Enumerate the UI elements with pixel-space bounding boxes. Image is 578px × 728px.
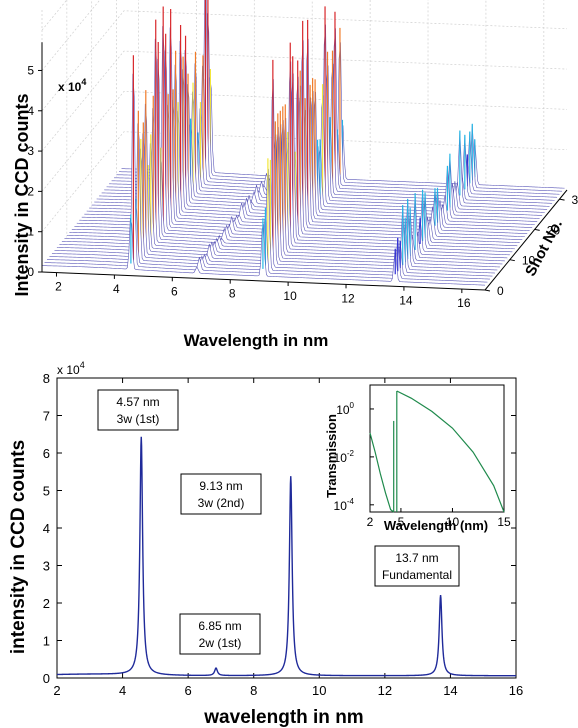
x-tick-label: 10 [283,289,297,303]
x-tick-label: 4 [119,683,126,698]
spectrum-x-label: wavelength in nm [203,707,363,728]
svg-text:Fundamental: Fundamental [382,568,452,582]
y-tick-label: 3 [43,559,50,574]
wall-grid-z [41,10,568,111]
x-tick-label: 2 [53,683,60,698]
y-tick [559,198,565,201]
y-tick-label: 0 [497,284,504,298]
wall-grid-z [41,0,101,71]
inset-y-label: Transmission [324,414,339,498]
wall-grid-z [41,131,568,232]
inset-x-tick-label: 10 [446,515,460,529]
inset-x-tick-label: 2 [367,515,374,529]
x-tick-label: 8 [250,683,257,698]
annotation-9-13: 9.13 nm 3w (2nd) [180,473,262,515]
waterfall-z-label: Intensity in CCD counts [12,93,32,296]
inset-y-tick-exp: -4 [347,497,355,506]
svg-text:2w (1st): 2w (1st) [199,636,242,650]
svg-text:6.85 nm: 6.85 nm [198,619,241,633]
y-axis-line [484,189,568,291]
inset-x-tick-label: 5 [398,515,405,529]
annotation-6-85: 6.85 nm 2w (1st) [179,613,261,655]
x-tick-label: 14 [399,294,413,308]
svg-text:13.7 nm: 13.7 nm [395,551,438,565]
y-tick-label: 1 [43,634,50,649]
svg-text:4.57 nm: 4.57 nm [116,395,159,409]
inset-y-tick-exp: 0 [350,401,355,410]
inset-y-tick-exp: -2 [347,449,355,458]
svg-text:3w (1st): 3w (1st) [117,412,160,426]
transmission-line [396,390,505,513]
z-tick-label: 0 [27,265,34,279]
svg-text:9.13 nm: 9.13 nm [199,479,242,493]
x-axis-line [41,271,486,291]
y-tick-label: 5 [43,484,50,499]
y-tick-label: 7 [43,409,50,424]
transmission-line [369,432,395,513]
x-tick-label: 2 [55,280,62,294]
x-tick-label: 10 [312,683,326,698]
z-multiplier: x 104 [58,77,86,94]
x-tick-label: 12 [341,291,355,305]
z-tick-label: 2 [27,184,34,198]
inset-x-tick-label: 15 [497,515,511,529]
wall-grid-z [41,91,568,192]
y-tick [534,228,540,231]
inset-frame [369,384,505,513]
z-tick-label: 5 [27,63,34,77]
y-tick-label: 2 [43,596,50,611]
y-tick-label: 6 [43,446,50,461]
spectrum-line [56,436,516,677]
wall-grid-z [41,50,568,152]
z-tick-label: 1 [27,225,34,239]
waterfall-x-label: Wavelength in nm [184,331,329,350]
spectrum-y-label: intensity in CCD counts [8,440,29,654]
x-tick-label: 6 [171,284,178,298]
waterfall-axes: 2468101214160102030012345 [27,42,578,310]
x-tick-label: 6 [185,683,192,698]
x-tick-label: 16 [457,296,471,310]
waterfall-chart: 2468101214160102030012345 x 104 Intensit… [12,0,578,350]
y-tick [484,289,491,292]
y-tick-label: 8 [43,371,50,386]
annotation-13-7: 13.7 nm Fundamental [374,545,460,587]
y-tick-label: 10 [522,254,536,268]
z-tick-label: 4 [27,104,34,118]
y-tick-label: 0 [43,671,50,686]
waterfall-traces [41,0,565,290]
z-tick-label: 3 [27,144,34,158]
y-tick-label: 30 [572,193,578,207]
y-tick-label: 20 [547,223,561,237]
svg-text:3w (2nd): 3w (2nd) [198,496,245,510]
x-tick-label: 8 [229,287,236,301]
annotation-4-57: 4.57 nm 3w (1st) [97,389,179,431]
y-tick-label: 4 [43,521,50,536]
x-tick-label: 12 [378,683,392,698]
x-tick-label: 4 [113,282,120,296]
x-tick-label: 16 [509,683,523,698]
inset-x-label: Wavelength (nm) [384,518,488,533]
y-multiplier: x 104 [57,360,85,377]
x-tick-label: 14 [443,683,457,698]
y-tick [509,259,515,262]
